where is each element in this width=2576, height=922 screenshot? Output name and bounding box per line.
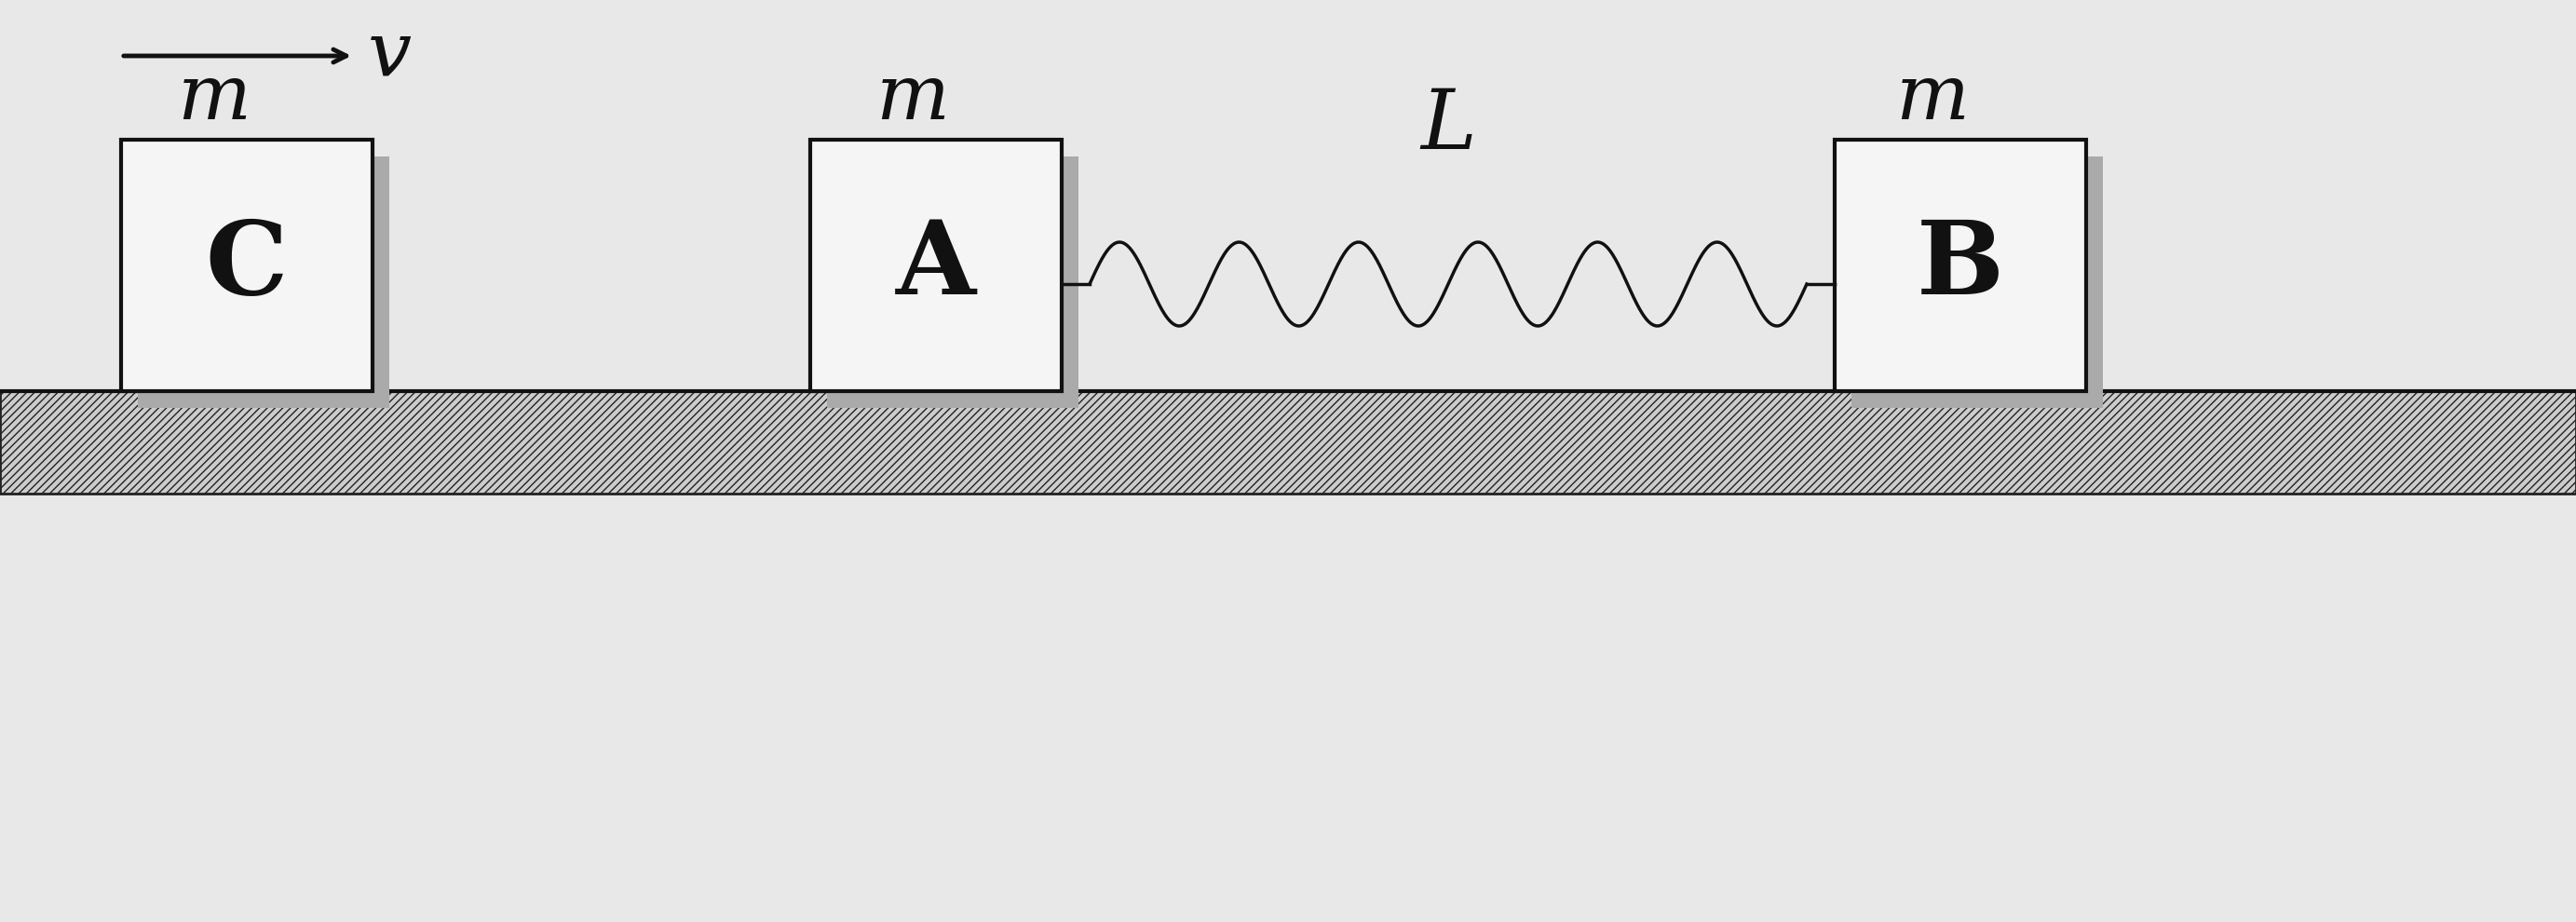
Bar: [1852, 157, 2102, 408]
Bar: [1834, 140, 2087, 391]
Text: m: m: [876, 61, 951, 135]
Bar: [827, 157, 1079, 408]
Bar: [121, 140, 374, 391]
Bar: [0, 391, 2576, 493]
Text: m: m: [178, 61, 250, 135]
Text: B: B: [1917, 216, 2004, 315]
Text: v: v: [368, 18, 412, 93]
Text: L: L: [1419, 85, 1476, 166]
Bar: [811, 140, 1061, 391]
Bar: [139, 157, 389, 408]
Text: m: m: [1896, 61, 1968, 135]
Text: A: A: [896, 216, 976, 315]
Text: C: C: [206, 216, 289, 315]
